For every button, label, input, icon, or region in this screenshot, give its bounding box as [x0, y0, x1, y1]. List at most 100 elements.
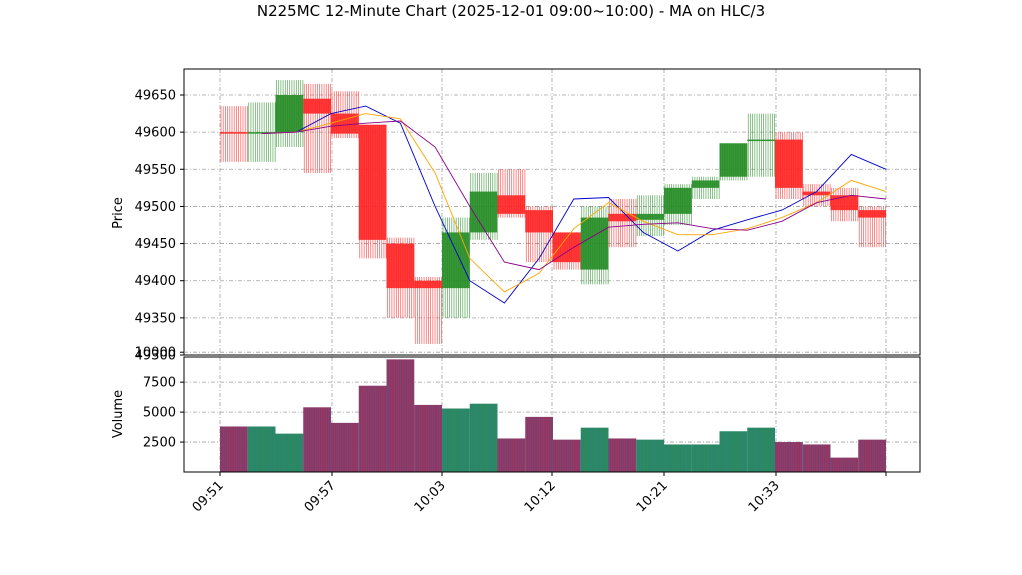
candle-body [691, 180, 720, 188]
volume-bar-fill [830, 457, 859, 472]
candle-body [858, 210, 886, 218]
candle-body [220, 132, 248, 134]
volume-bar-fill [608, 438, 637, 472]
candle-body [247, 132, 276, 134]
volume-bar [608, 438, 637, 472]
volume-bar-fill [525, 416, 553, 472]
volume-axis-label: Volume [111, 390, 126, 438]
candle [386, 237, 415, 318]
price-y-tick-label: 49350 [135, 311, 176, 326]
volume-bar [358, 385, 387, 472]
candle [331, 91, 359, 139]
volume-bar [830, 457, 859, 472]
candle [580, 206, 609, 285]
volume-bar [636, 439, 664, 472]
ma-line-slow [261, 120, 887, 271]
volume-bar [775, 442, 803, 472]
candle [664, 184, 692, 225]
volume-bar [580, 427, 609, 472]
volume-bar-fill [636, 439, 664, 472]
candle [275, 80, 304, 147]
volume-bar [331, 422, 359, 472]
volume-bar-fill [220, 426, 248, 472]
volume-bar [858, 439, 886, 472]
candle-body [747, 139, 775, 142]
volume-bar-fill [719, 431, 748, 472]
candle [358, 124, 387, 259]
volume-bar [220, 426, 248, 472]
volume-bar-fill [775, 442, 803, 472]
volume-bar [469, 403, 498, 472]
volume-bar-fill [497, 438, 526, 472]
candle [442, 217, 470, 318]
price-axes-frame [183, 68, 921, 356]
volume-bar [386, 359, 415, 472]
volume-bar-fill [275, 433, 304, 472]
volume-panel: 2500 5000 7500 10000 Volume [111, 346, 921, 473]
volume-bar-fill [331, 422, 359, 472]
ma-line-fast [261, 105, 887, 304]
price-y-tick-label: 49550 [135, 163, 176, 178]
x-tick-label: 09:57 [302, 478, 339, 515]
candle-body [775, 139, 803, 188]
candle-body [608, 213, 637, 222]
price-panel: 49300 49350 49400 49450 49500 49550 49600 49650… [111, 68, 921, 364]
candle [247, 102, 276, 162]
candle-body [303, 98, 331, 114]
candle [497, 169, 526, 218]
volume-bar-fill [664, 444, 692, 472]
volume-bar [802, 444, 831, 472]
candle [691, 176, 720, 199]
candle-body [497, 195, 526, 214]
candle-body [719, 143, 748, 177]
volume-bar-fill [414, 404, 442, 472]
volume-bar [414, 404, 442, 472]
candle-body [469, 191, 498, 233]
candle [830, 187, 859, 222]
volume-bar-fill [247, 426, 276, 472]
price-y-tick-label: 49450 [135, 237, 176, 252]
volume-bar-fill [469, 403, 498, 472]
price-axis-label: Price [111, 197, 126, 229]
candle [747, 113, 776, 177]
volume-y-tick-label: 2500 [143, 436, 176, 451]
volume-y-tick-label: 5000 [143, 406, 176, 421]
volume-bar-fill [303, 407, 331, 472]
candle-body [636, 213, 664, 220]
volume-bar-fill [553, 439, 581, 472]
volume-bar-fill [691, 444, 720, 472]
price-y-tick-label: 49650 [135, 89, 176, 104]
volume-bar-fill [747, 427, 775, 472]
volume-bar-fill [442, 408, 470, 472]
volume-bar [664, 444, 692, 472]
volume-bar-fill [580, 427, 609, 472]
candle [525, 206, 554, 263]
candle-body [386, 243, 415, 289]
volume-bar-fill [858, 439, 886, 472]
volume-bar [719, 431, 748, 472]
candle-body [275, 95, 304, 133]
price-y-tick-label: 49500 [135, 200, 176, 215]
volume-bar [497, 438, 526, 472]
candle-body [331, 113, 359, 134]
candle-body [414, 280, 442, 289]
x-tick-label: 10:03 [412, 478, 449, 515]
volume-bar [691, 444, 720, 472]
volume-bar [525, 416, 553, 472]
x-tick-label: 10:21 [634, 478, 671, 515]
candle-body [442, 232, 470, 289]
candle [858, 206, 887, 248]
candle [775, 132, 803, 199]
volume-bar-fill [386, 359, 415, 472]
volume-bar [247, 426, 276, 472]
candle [220, 106, 248, 162]
price-y-tick-label: 49600 [135, 126, 176, 141]
volume-y-tick-label: 7500 [143, 376, 176, 391]
volume-y-tick-label: 10000 [135, 346, 176, 361]
x-axis: 09:51 09:57 10:03 10:12 10:21 10:33 [190, 472, 887, 515]
volume-bar-fill [358, 385, 387, 472]
candle-body [580, 217, 609, 270]
volume-bar [442, 408, 470, 472]
ma-line-mid [261, 113, 887, 293]
